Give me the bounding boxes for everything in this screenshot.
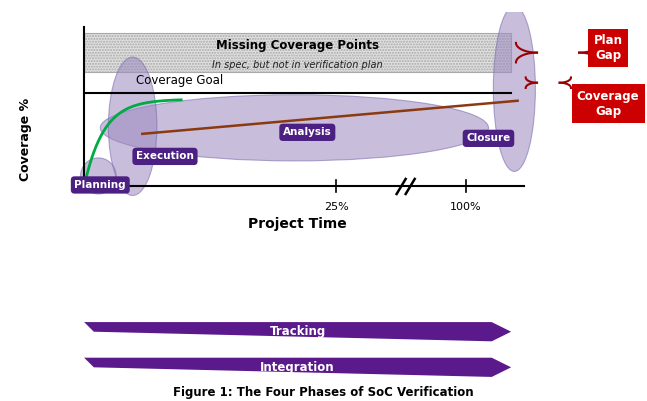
Text: Coverage Goal: Coverage Goal	[136, 74, 223, 87]
Text: Execution: Execution	[136, 152, 194, 161]
Text: 100%: 100%	[450, 201, 481, 211]
Text: Missing Coverage Points: Missing Coverage Points	[216, 38, 379, 52]
Text: Planning: Planning	[74, 180, 126, 190]
Text: Integration: Integration	[260, 361, 335, 374]
Ellipse shape	[80, 158, 116, 194]
Text: Coverage
Gap: Coverage Gap	[577, 90, 639, 118]
Text: In spec, but not in verification plan: In spec, but not in verification plan	[212, 60, 383, 70]
Text: Tracking: Tracking	[270, 325, 325, 338]
Text: Plan
Gap: Plan Gap	[594, 34, 622, 62]
Bar	[84, 33, 511, 72]
Polygon shape	[84, 322, 511, 341]
Text: Closure: Closure	[466, 134, 510, 143]
Polygon shape	[84, 358, 511, 377]
Text: Project Time: Project Time	[248, 217, 347, 231]
Text: Figure 1: The Four Phases of SoC Verification: Figure 1: The Four Phases of SoC Verific…	[173, 386, 474, 399]
Text: 25%: 25%	[324, 201, 349, 211]
Ellipse shape	[100, 95, 488, 161]
Text: Analysis: Analysis	[283, 128, 332, 137]
Ellipse shape	[108, 57, 157, 196]
Text: Coverage %: Coverage %	[19, 98, 32, 181]
Ellipse shape	[494, 6, 536, 172]
